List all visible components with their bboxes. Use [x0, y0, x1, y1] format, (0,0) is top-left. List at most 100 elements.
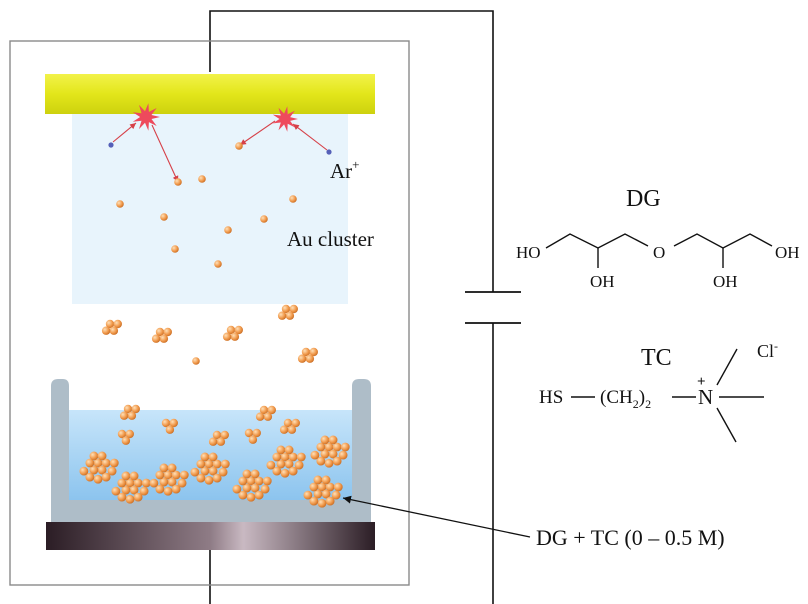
au-particle	[163, 486, 173, 496]
au-particle	[220, 430, 229, 440]
dg-title: DG	[626, 186, 661, 212]
au-particle	[324, 442, 334, 452]
au-target	[45, 74, 375, 114]
au-particle	[129, 471, 139, 481]
au-particle	[248, 435, 258, 444]
au-particle	[97, 451, 107, 461]
au-particle	[277, 311, 287, 320]
au-particle	[212, 473, 222, 483]
sputter-spark	[132, 103, 160, 131]
au-particle	[121, 436, 131, 445]
ion-arrow	[112, 122, 137, 143]
au-particle	[121, 471, 131, 481]
au-particle	[313, 489, 323, 499]
tc-title: TC	[641, 345, 672, 371]
au-particle	[116, 200, 124, 208]
au-particle	[163, 327, 172, 337]
au-particle	[267, 405, 276, 415]
au-particle	[174, 178, 182, 186]
au-particle	[259, 405, 269, 415]
au-particle	[310, 450, 320, 460]
au-particle	[79, 466, 89, 476]
au-particle	[208, 452, 218, 462]
au-particle	[109, 326, 119, 335]
au-particle	[121, 485, 131, 495]
au-particle	[254, 490, 264, 500]
ar-ion-dot	[326, 149, 332, 155]
au-particle	[89, 465, 99, 475]
au-particle	[89, 451, 99, 461]
au-particle	[289, 304, 298, 314]
au-particle	[218, 467, 228, 477]
au-particle	[288, 452, 298, 462]
au-particle	[111, 486, 121, 496]
au-particle	[317, 498, 327, 508]
au-particle	[198, 175, 206, 183]
au-particle	[151, 334, 161, 343]
cathode-plate	[46, 522, 375, 550]
au-particle	[328, 449, 338, 459]
tc-chain: (CH2)2	[600, 387, 651, 411]
au-particle	[294, 460, 304, 470]
au-particle	[238, 476, 248, 486]
au-particle	[159, 477, 169, 487]
au-particle	[127, 411, 137, 420]
au-particles	[79, 142, 350, 508]
au-particle	[283, 418, 293, 428]
au-particle	[280, 468, 290, 478]
au-particle	[214, 260, 222, 268]
ar-ion-label: Ar+	[330, 157, 360, 183]
au-particle	[316, 456, 326, 466]
au-particle	[133, 492, 143, 502]
au-particle	[325, 482, 335, 492]
au-particle	[177, 478, 187, 488]
au-particle	[234, 325, 243, 335]
au-particle	[161, 418, 171, 428]
au-particle	[250, 483, 260, 493]
dg-oh-right: OH	[775, 243, 800, 262]
au-particle	[160, 213, 168, 221]
au-particle	[340, 442, 350, 452]
ion-arrow	[239, 120, 276, 146]
au-particle	[281, 304, 291, 314]
tc-methyl-bonds	[716, 348, 764, 443]
au-particle	[305, 354, 315, 363]
au-particle	[208, 466, 218, 476]
au-particle	[317, 482, 327, 492]
dg-ho-left: HO	[516, 243, 541, 262]
au-particle	[117, 429, 127, 439]
au-particle	[242, 483, 252, 493]
au-particle	[93, 458, 103, 468]
tc-hs: HS	[539, 387, 563, 408]
au-particle	[272, 452, 282, 462]
au-particle	[316, 442, 326, 452]
au-particle	[204, 459, 214, 469]
au-particle	[272, 466, 282, 476]
liquid-pointer-arrow	[342, 495, 531, 538]
au-particle	[101, 458, 111, 468]
chloride-label: Cl-	[757, 339, 778, 361]
au-particle	[321, 489, 331, 499]
au-particle	[222, 332, 232, 341]
au-particle	[204, 475, 214, 485]
au-particle	[291, 418, 300, 428]
au-particle	[313, 475, 323, 485]
ion-arrow	[151, 124, 179, 183]
au-particle	[212, 459, 222, 469]
au-particle	[230, 332, 240, 341]
au-particle	[220, 459, 230, 469]
au-particle	[129, 485, 139, 495]
au-particle	[212, 430, 222, 440]
au-particle	[246, 492, 256, 502]
au-particle	[101, 472, 111, 482]
au-particle	[224, 226, 232, 234]
au-cluster-label: Au cluster	[287, 227, 374, 251]
au-particle	[289, 195, 297, 203]
au-particle	[196, 473, 206, 483]
au-particle	[296, 452, 306, 462]
ion-arrow	[292, 123, 328, 151]
au-particle	[279, 425, 289, 434]
au-particle	[167, 477, 177, 487]
au-particle	[196, 459, 206, 469]
